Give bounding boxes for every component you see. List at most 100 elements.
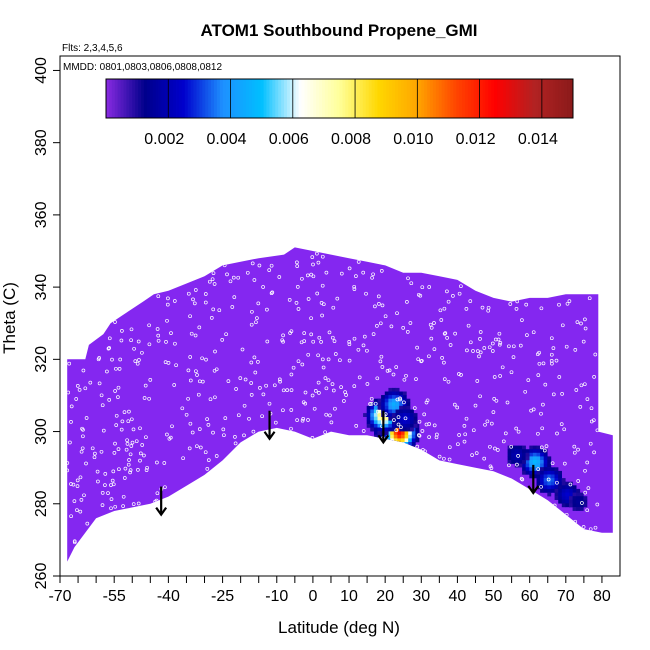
colorbar-segment — [555, 79, 559, 118]
observation-point — [74, 397, 79, 401]
observation-point — [526, 378, 531, 382]
observation-point — [583, 490, 588, 495]
observation-point — [544, 444, 549, 448]
observation-point — [482, 346, 487, 350]
y-tick-label: 300 — [33, 418, 50, 445]
colorbar-segment — [523, 79, 527, 118]
observation-point — [214, 454, 219, 458]
observation-point — [249, 322, 254, 327]
colorbar-segment — [432, 79, 437, 118]
colorbar-segment — [292, 79, 297, 118]
observation-point — [75, 508, 79, 512]
colorbar-segment — [470, 79, 475, 118]
observation-point — [127, 409, 131, 414]
observation-point — [114, 366, 118, 371]
colorbar-segment — [295, 79, 300, 118]
observation-point — [549, 336, 554, 341]
observation-point — [281, 388, 286, 393]
colorbar-segment — [406, 79, 410, 118]
observation-point — [328, 413, 332, 418]
observation-point — [285, 388, 290, 392]
colorbar-segment — [246, 79, 250, 118]
observation-point — [592, 450, 596, 455]
observation-point — [580, 501, 584, 505]
colorbar-segment — [327, 79, 332, 118]
observation-point — [126, 419, 131, 424]
observation-point — [90, 446, 95, 451]
colorbar-segment — [368, 79, 373, 118]
colorbar-segment — [424, 79, 428, 118]
observation-point — [324, 270, 329, 275]
observation-point — [539, 484, 543, 489]
y-tick-label: 260 — [33, 563, 50, 590]
observation-point — [477, 354, 481, 359]
observation-point — [169, 331, 173, 335]
colorbar-segment — [114, 79, 119, 118]
observation-point — [309, 332, 314, 337]
observation-point — [555, 431, 559, 436]
colorbar-segment — [505, 79, 510, 118]
colorbar-tick-label: 0.002 — [144, 131, 184, 148]
observation-point — [317, 335, 322, 340]
observation-point — [147, 323, 151, 328]
observation-point — [542, 448, 547, 453]
observation-point — [587, 296, 592, 301]
observation-point — [555, 480, 559, 485]
observation-point — [186, 368, 191, 373]
observation-point — [80, 426, 84, 431]
colorbar-segment — [199, 79, 203, 118]
colorbar-segment — [418, 79, 422, 118]
observation-point — [427, 285, 432, 289]
observation-point — [126, 462, 131, 467]
observation-point — [427, 435, 431, 439]
observation-point — [399, 425, 403, 430]
observation-point — [330, 335, 335, 340]
observation-point — [289, 426, 293, 431]
observation-point — [123, 466, 128, 471]
colorbar-segment — [514, 79, 518, 118]
observation-point — [313, 389, 318, 393]
observation-point — [375, 376, 380, 381]
observation-point — [277, 275, 282, 279]
observation-point — [446, 379, 451, 384]
observation-point — [119, 338, 124, 343]
observation-point — [251, 429, 256, 434]
observation-point — [79, 449, 84, 454]
observation-point — [281, 333, 285, 338]
observation-point — [288, 331, 292, 335]
observation-point — [165, 302, 170, 307]
observation-point — [240, 347, 245, 352]
colorbar-segment — [193, 79, 197, 118]
colorbar-segment — [359, 79, 364, 118]
colorbar-segment — [117, 79, 121, 118]
observation-point — [130, 440, 135, 445]
colorbar-segment — [567, 79, 571, 118]
chart-subtitle-dates: MMDD: 0801,0803,0806,0808,0812 — [63, 62, 222, 73]
observation-point — [352, 287, 357, 291]
colorbar-tick-label: 0.008 — [331, 131, 371, 148]
observation-point — [415, 345, 419, 350]
observation-point — [75, 478, 80, 483]
observation-point — [301, 417, 306, 421]
observation-point — [211, 271, 216, 275]
observation-point — [422, 412, 427, 417]
observation-point — [323, 376, 328, 380]
colorbar-segment — [173, 79, 177, 118]
observation-point — [429, 325, 434, 330]
y-tick-label: 340 — [33, 274, 50, 301]
colorbar-segment — [263, 79, 267, 118]
colorbar-segment — [249, 79, 253, 118]
observation-point — [207, 279, 212, 284]
observation-point — [456, 442, 460, 447]
colorbar-segment — [135, 79, 139, 118]
observation-point — [125, 438, 129, 443]
observation-point — [574, 388, 579, 392]
observation-point — [447, 445, 452, 450]
colorbar-segment — [266, 79, 270, 118]
observation-point — [166, 296, 170, 301]
colorbar-segment — [260, 79, 265, 118]
colorbar-segment — [307, 79, 311, 118]
observation-point — [541, 402, 545, 407]
observation-point — [309, 316, 313, 321]
observation-point — [81, 434, 85, 439]
